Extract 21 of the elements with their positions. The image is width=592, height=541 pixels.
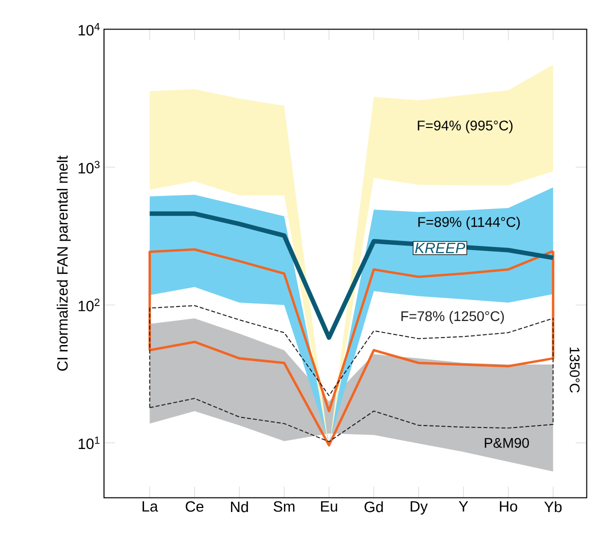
y-tick-label: 10$^{1}$ <box>78 436 100 450</box>
annotation: 1350°C <box>570 348 580 393</box>
series-label: P&M90 <box>484 438 529 448</box>
x-tick-label: Nd <box>231 501 248 512</box>
y-axis-title: CI normalized FAN parental melt <box>56 156 71 371</box>
series-label: F=94% (995°C) <box>418 120 513 134</box>
x-tick-label: Dy <box>410 501 428 515</box>
series-label: F=89% (1144°C) <box>418 216 520 230</box>
series-label: KREEP <box>415 242 466 254</box>
series-label: F=78% (1250°C) <box>401 310 504 324</box>
y-tick-label: 10$^{2}$ <box>78 298 100 312</box>
y-tick-label: 10$^{3}$ <box>78 160 100 174</box>
x-tick-label: La <box>142 501 158 512</box>
x-tick-label: Ho <box>500 501 518 512</box>
x-tick-label: Eu <box>321 501 338 512</box>
x-tick-label: Y <box>458 501 468 512</box>
x-tick-label: Ce <box>186 501 204 512</box>
y-tick-label: 10$^{4}$ <box>78 23 100 36</box>
x-tick-label: Yb <box>544 501 562 512</box>
x-tick-label: Sm <box>274 501 294 512</box>
x-tick-label: Gd <box>364 501 383 512</box>
